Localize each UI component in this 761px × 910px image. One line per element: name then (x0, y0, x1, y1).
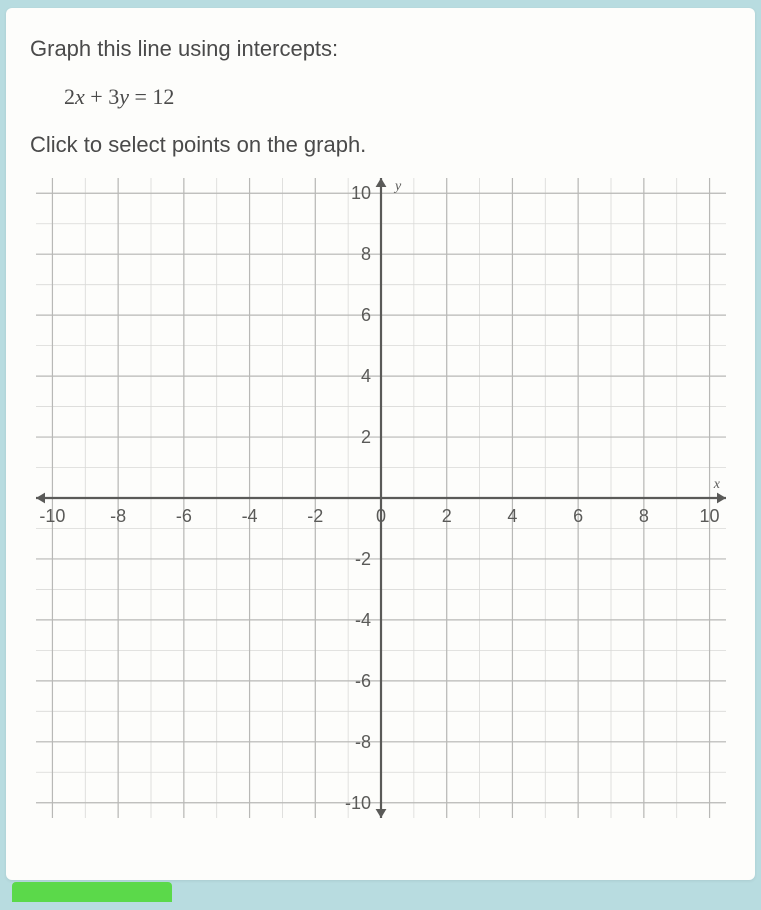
svg-text:10: 10 (350, 183, 370, 203)
graph-area[interactable]: -10 -8 -6 -4 -2 0 2 4 6 8 10 -10 -8 -6 -4 -2 2 4 6 8 10 x y (36, 178, 726, 818)
svg-text:y: y (393, 179, 402, 194)
prompt-text: Graph this line using intercepts: (30, 36, 731, 62)
svg-text:10: 10 (699, 506, 719, 526)
eq-coef-2: 3 (108, 84, 119, 109)
svg-text:-6: -6 (354, 671, 370, 691)
svg-text:x: x (712, 477, 720, 492)
svg-text:8: 8 (360, 244, 370, 264)
eq-coef-1: 2 (64, 84, 75, 109)
submit-button[interactable] (12, 882, 172, 902)
svg-text:-10: -10 (344, 793, 370, 813)
svg-text:-10: -10 (39, 506, 65, 526)
svg-text:6: 6 (573, 506, 583, 526)
svg-text:-8: -8 (110, 506, 126, 526)
svg-text:2: 2 (360, 427, 370, 447)
svg-text:-4: -4 (241, 506, 257, 526)
equation-text: 2x + 3y = 12 (64, 84, 731, 110)
svg-text:4: 4 (507, 506, 517, 526)
instruction-text: Click to select points on the graph. (30, 132, 731, 158)
svg-text:-8: -8 (354, 732, 370, 752)
svg-text:-2: -2 (307, 506, 323, 526)
eq-equals: = (129, 84, 152, 109)
eq-var-y: y (119, 84, 129, 109)
svg-text:-4: -4 (354, 610, 370, 630)
svg-text:6: 6 (360, 305, 370, 325)
svg-text:0: 0 (375, 506, 385, 526)
eq-var-x: x (75, 84, 85, 109)
svg-text:4: 4 (360, 366, 370, 386)
eq-plus: + (85, 84, 108, 109)
cartesian-grid[interactable]: -10 -8 -6 -4 -2 0 2 4 6 8 10 -10 -8 -6 -4 -2 2 4 6 8 10 x y (36, 178, 726, 818)
svg-text:-2: -2 (354, 549, 370, 569)
svg-text:8: 8 (638, 506, 648, 526)
svg-text:-6: -6 (175, 506, 191, 526)
svg-text:2: 2 (441, 506, 451, 526)
question-card: Graph this line using intercepts: 2x + 3… (6, 8, 755, 880)
eq-rhs: 12 (152, 84, 174, 109)
